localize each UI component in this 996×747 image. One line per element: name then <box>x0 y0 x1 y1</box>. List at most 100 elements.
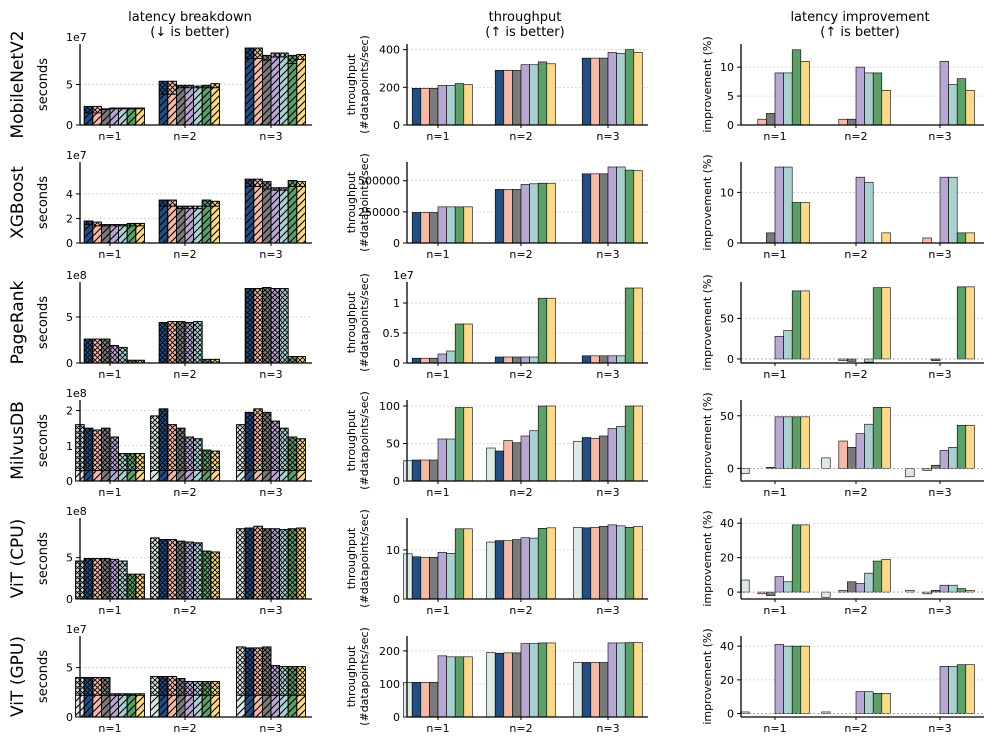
y-axis-label: improvement (%) <box>701 392 714 488</box>
bar <box>512 652 522 718</box>
bar <box>855 66 865 126</box>
bar <box>581 355 592 364</box>
x-tick-label: n=1 <box>98 486 121 499</box>
bar-overhead-segment <box>184 541 195 600</box>
bar <box>503 440 513 482</box>
bar <box>599 526 609 600</box>
bar-compute-segment <box>158 694 169 718</box>
bar-overhead-segment <box>184 681 195 696</box>
y-axis-label-sub: (#datapoints/sec) <box>358 35 371 134</box>
bar-overhead-segment <box>175 427 186 471</box>
bar-compute-segment <box>193 87 203 126</box>
bar-compute-segment <box>150 470 160 482</box>
axis-exponent: 1e7 <box>393 269 414 282</box>
bar-overhead-segment <box>210 681 220 696</box>
bar <box>463 407 473 482</box>
bar <box>922 591 932 595</box>
bar <box>454 206 465 244</box>
x-tick-label: n=2 <box>509 604 532 617</box>
y-axis-label: improvement (%) <box>701 628 714 724</box>
bar <box>766 113 776 126</box>
bar <box>864 423 874 469</box>
y-tick-label: 1 <box>66 440 73 453</box>
bar <box>864 691 874 714</box>
bar-overhead-segment <box>296 438 306 471</box>
bar <box>774 576 784 593</box>
x-tick-label: n=2 <box>173 604 196 617</box>
y-tick-label: 100 <box>379 678 400 691</box>
bar <box>573 440 583 482</box>
bar <box>537 642 548 718</box>
bar <box>494 70 505 126</box>
y-tick-label: 0 <box>393 593 400 606</box>
bar-compute-segment <box>261 59 272 126</box>
bar <box>446 206 456 244</box>
y-tick-label: 20 <box>720 552 734 565</box>
column-title-improvement-sub: (↑ is better) <box>820 25 899 40</box>
x-tick-label: n=3 <box>259 130 282 143</box>
y-tick-label: 0 <box>727 353 734 366</box>
bar <box>537 297 548 364</box>
bar <box>855 583 865 593</box>
x-tick-label: n=1 <box>763 248 786 261</box>
row-2: PageRank 0 5 1e8 n=1 n=2 n=3 seconds 0 0.5 1 1e7 n=1… <box>8 269 984 381</box>
x-tick-label: n=2 <box>173 130 196 143</box>
x-tick-label: n=1 <box>763 722 786 735</box>
bar <box>420 459 430 482</box>
bar-overhead-segment <box>101 338 111 364</box>
y-tick-label: 0 <box>393 119 400 132</box>
bar-overhead-segment <box>236 646 246 696</box>
bar <box>633 287 643 364</box>
bar-compute-segment <box>210 470 220 482</box>
bar <box>740 468 750 474</box>
bar <box>800 61 810 126</box>
bar-compute-segment <box>175 470 186 482</box>
bar <box>965 286 975 360</box>
bar <box>520 64 530 126</box>
y-tick-label: 200 <box>379 645 400 658</box>
bar <box>956 232 967 244</box>
bar-overhead-segment <box>201 681 212 696</box>
y-tick-label: 0 <box>727 586 734 599</box>
bar <box>791 645 802 714</box>
bar-overhead-segment <box>118 346 128 364</box>
bar <box>931 358 941 361</box>
bar <box>922 468 932 471</box>
bar <box>616 355 626 364</box>
bar <box>956 588 967 593</box>
panel-1-0: 0 2 4 1e7 n=1 n=2 n=3 seconds <box>36 149 312 261</box>
bar <box>783 166 793 244</box>
bar-overhead-segment <box>253 647 263 696</box>
bar-overhead-segment <box>167 676 177 696</box>
bar <box>573 662 583 718</box>
bar-overhead-segment <box>287 528 298 600</box>
bar-compute-segment <box>201 694 212 718</box>
bar-compute-segment <box>270 189 281 244</box>
bar-overhead-segment <box>244 647 255 696</box>
bar <box>624 169 635 244</box>
bar-overhead-segment <box>193 681 203 696</box>
x-tick-label: n=2 <box>509 722 532 735</box>
y-tick-label: 5 <box>66 311 73 324</box>
bar <box>956 78 967 126</box>
y-tick-label: 200 <box>379 81 400 94</box>
row-title: ViT (GPU) <box>8 636 28 717</box>
x-tick-label: n=2 <box>509 486 532 499</box>
bar-overhead-segment <box>101 677 111 696</box>
bar-compute-segment <box>118 108 128 126</box>
bar-overhead-segment <box>167 539 177 600</box>
bar-compute-segment <box>92 112 102 126</box>
bar <box>512 442 522 482</box>
bar <box>529 643 539 718</box>
bar-overhead-segment <box>109 436 120 471</box>
x-tick-label: n=1 <box>763 368 786 381</box>
y-axis-label-sub: (#datapoints/sec) <box>358 273 371 372</box>
bar <box>800 202 810 244</box>
x-tick-label: n=1 <box>98 722 121 735</box>
bar <box>624 287 635 364</box>
bar-overhead-segment <box>92 558 102 600</box>
bar <box>939 61 949 126</box>
bar <box>872 407 883 469</box>
x-tick-label: n=3 <box>259 248 282 261</box>
bar <box>838 440 848 469</box>
